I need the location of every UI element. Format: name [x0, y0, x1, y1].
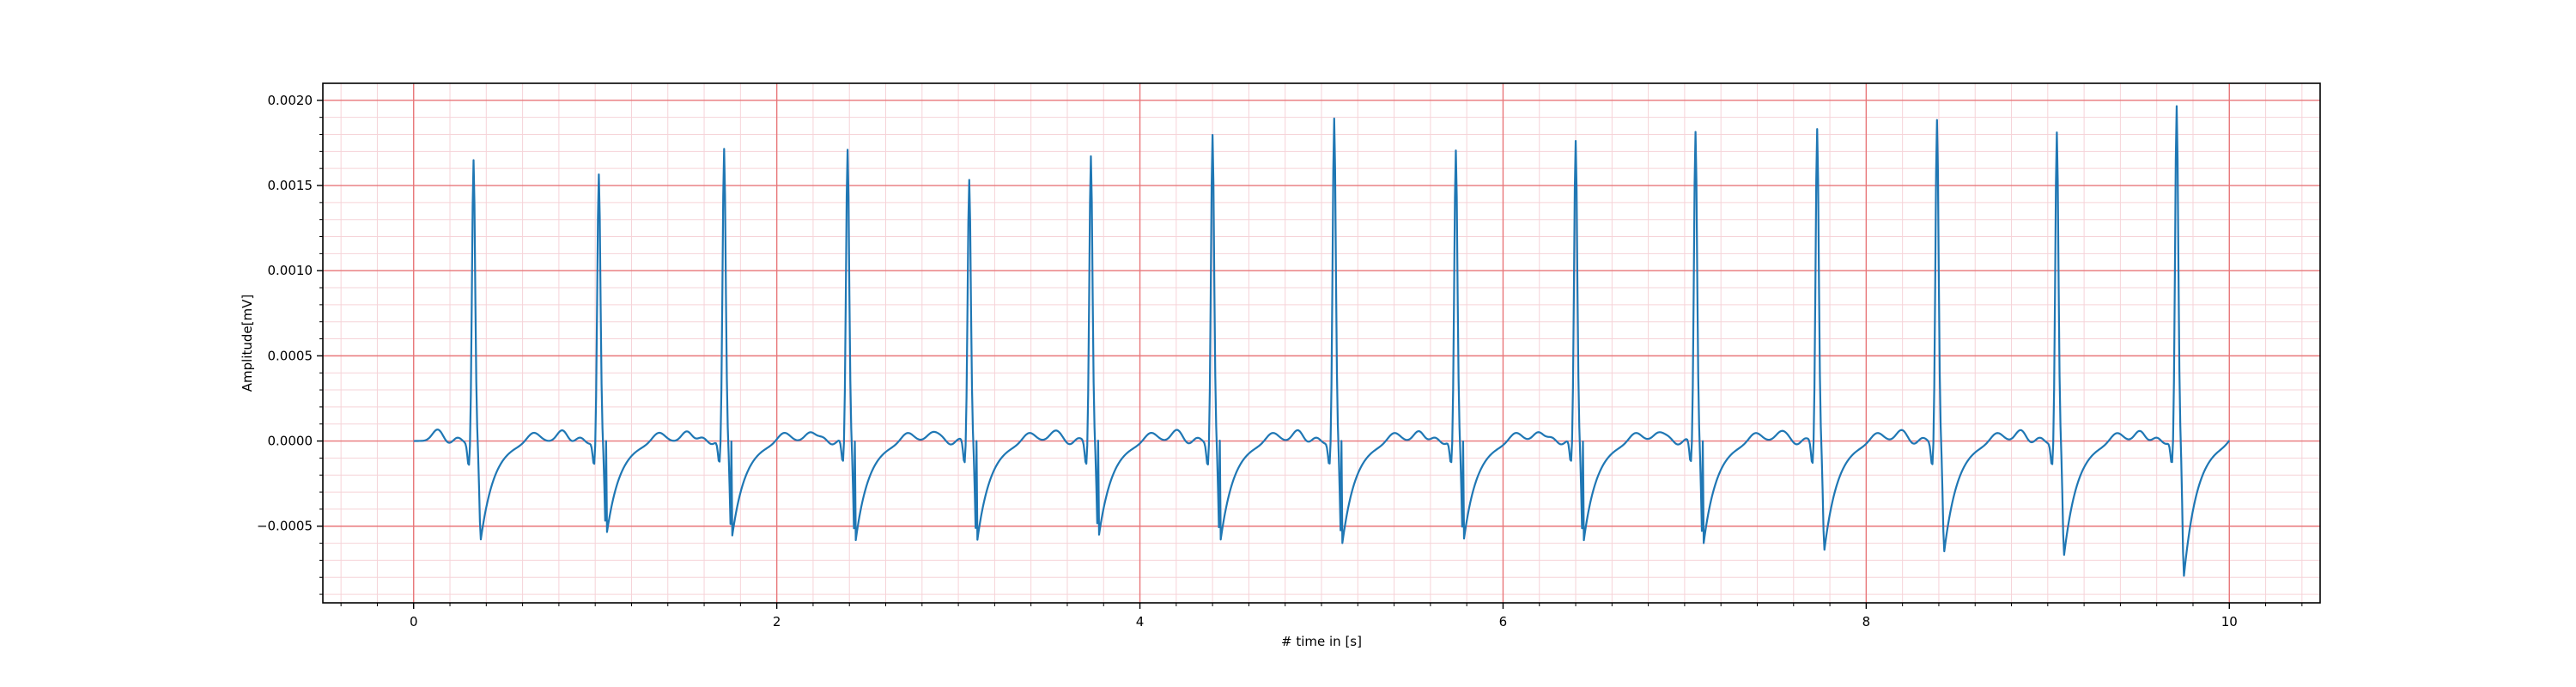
major-grid [323, 83, 2320, 603]
x-axis: 0 2 4 6 8 10 [340, 603, 2303, 629]
x-tick-label: 6 [1499, 614, 1508, 629]
x-tick-label: 4 [1136, 614, 1145, 629]
y-tick-label: 0.0000 [268, 434, 313, 449]
ecg-signal-line [413, 105, 2231, 577]
x-axis-label: # time in [s] [1281, 634, 1362, 649]
x-tick-label: 8 [1862, 614, 1871, 629]
y-tick-label: 0.0010 [268, 263, 313, 278]
y-axis: −0.0005 0.0000 0.0005 0.0010 0.0015 0.0020 [257, 93, 323, 595]
y-axis-label: Amplitude[mV] [240, 295, 255, 392]
y-tick-label: 0.0015 [268, 178, 313, 193]
x-tick-label: 10 [2221, 614, 2238, 629]
y-tick-label: 0.0020 [268, 93, 313, 108]
x-tick-label: 2 [773, 614, 781, 629]
y-tick-label: −0.0005 [257, 519, 313, 534]
x-tick-label: 0 [410, 614, 418, 629]
y-tick-label: 0.0005 [268, 348, 313, 363]
